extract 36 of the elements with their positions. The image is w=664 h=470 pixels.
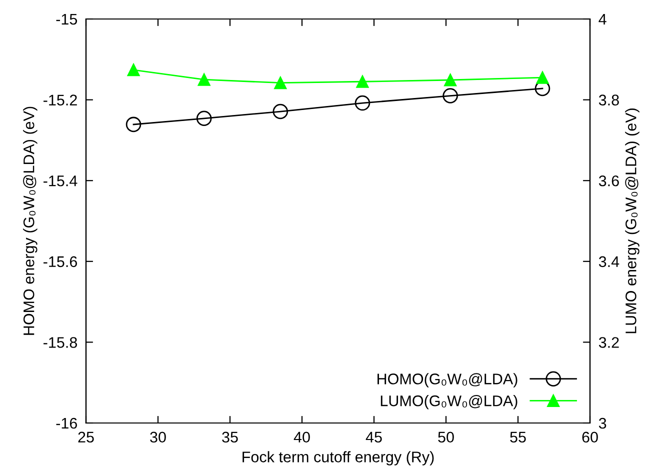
x-tick-label: 45 [366,432,382,443]
point [127,64,140,76]
y-tick-label: -15.6 [44,256,77,268]
legend-label: LUMO(G₀W₀@LDA) [380,395,518,410]
x-tick-label: 40 [294,432,310,443]
x-tick-label: 60 [582,432,598,443]
y2-tick-label: 3 [598,418,606,429]
x-tick-label: 25 [78,432,94,443]
y-tick-label: -15 [56,14,78,25]
point [536,71,549,84]
y-tick-label: -15.8 [44,337,78,348]
y-tick-label: -16 [56,418,77,429]
point [354,95,370,111]
x-axis-title: Fock term cutoff energy (Ry) [242,451,434,466]
y2-tick-label: 4 [598,14,606,25]
y-axis-title: HOMO energy (G₀W₀@LDA) (eV) [23,106,38,335]
y2-tick-label: 3.4 [598,256,620,268]
x-tick-label: 35 [222,432,238,443]
y2-tick-label: 3.6 [598,175,619,186]
point [444,74,457,86]
y2-tick-label: 3.2 [598,337,619,348]
point [272,104,288,120]
y2-tick-label: 3.8 [598,94,619,106]
point [126,116,142,132]
y2-axis-title: LUMO energy (G₀W₀@LDA) (eV) [625,108,640,334]
y-tick-label: -15.2 [44,94,77,106]
point [356,75,369,88]
point [196,110,212,126]
y-tick-label: -15.4 [44,176,78,186]
x-tick-label: 50 [438,432,454,443]
point [274,76,287,90]
point [442,88,458,104]
legend-label: HOMO(G₀W₀@LDA) [378,373,518,388]
x-tick-label: 30 [150,432,166,443]
point [198,73,210,86]
x-tick-label: 55 [510,432,526,443]
